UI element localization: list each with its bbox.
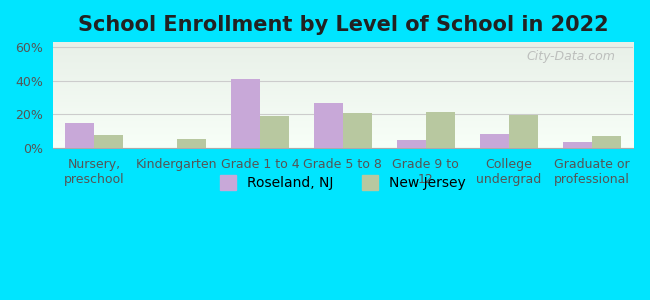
- Bar: [426, 112, 455, 148]
- Bar: [65, 123, 94, 148]
- Bar: [480, 134, 509, 148]
- Bar: [592, 136, 621, 148]
- Bar: [343, 112, 372, 148]
- Bar: [562, 142, 592, 148]
- Bar: [314, 103, 343, 148]
- Text: City-Data.com: City-Data.com: [526, 50, 616, 62]
- Bar: [231, 79, 260, 148]
- Bar: [177, 139, 206, 148]
- Bar: [396, 140, 426, 148]
- Bar: [509, 115, 538, 148]
- Bar: [94, 135, 123, 148]
- Bar: [260, 116, 289, 148]
- Title: School Enrollment by Level of School in 2022: School Enrollment by Level of School in …: [77, 15, 608, 35]
- Legend: Roseland, NJ, New Jersey: Roseland, NJ, New Jersey: [214, 170, 472, 196]
